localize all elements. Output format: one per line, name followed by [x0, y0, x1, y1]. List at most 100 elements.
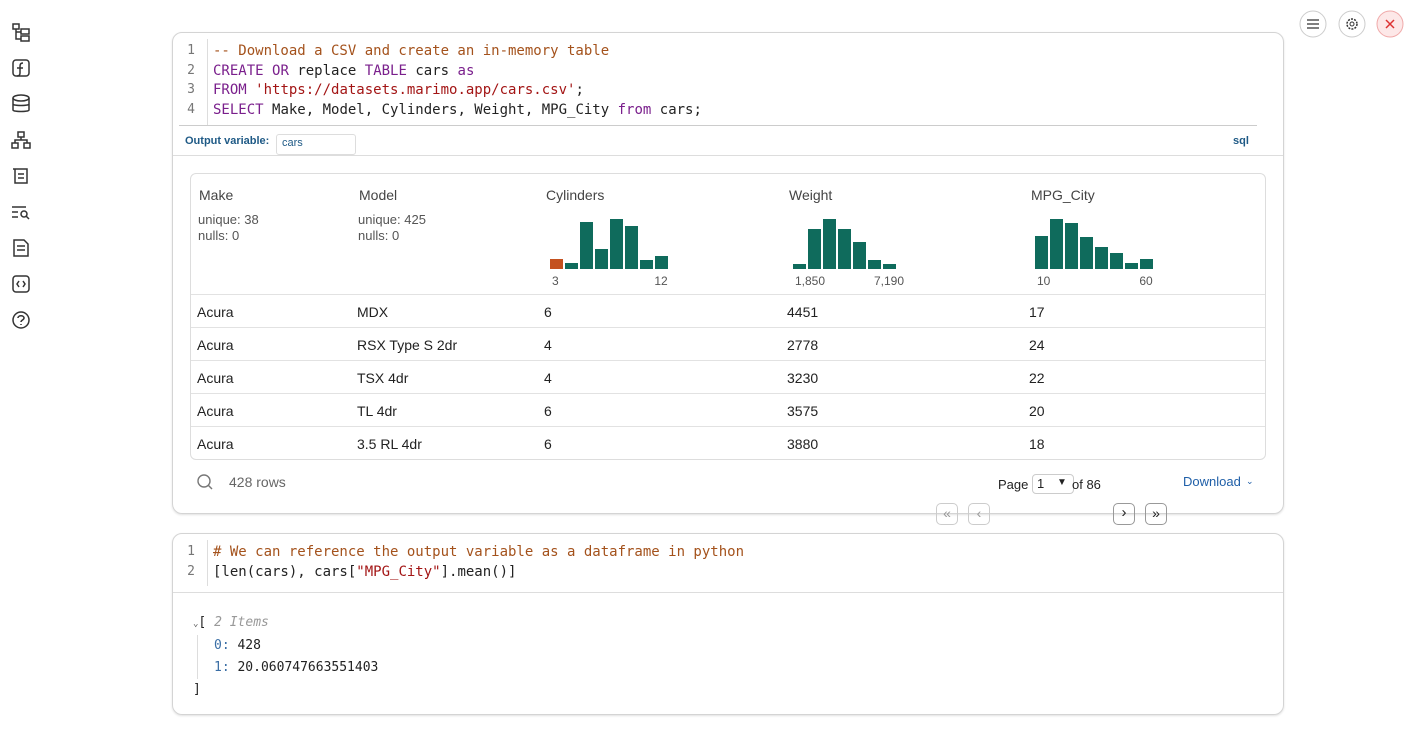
line-number: 2: [185, 562, 195, 582]
code-text: cars;: [660, 102, 702, 118]
table-row: AcuraRSX Type S 2dr4277824: [191, 327, 1265, 360]
table-cell: Acura: [197, 304, 234, 320]
column-stat: unique: 38: [198, 212, 259, 228]
histogram-bar: [1035, 236, 1048, 269]
item-value: 428: [237, 638, 260, 653]
output-variable-input[interactable]: cars: [276, 134, 356, 155]
histogram-bar: [1140, 259, 1153, 269]
column-header: Cylinders: [546, 187, 604, 203]
histogram-bar: [808, 229, 821, 269]
page-label: Page: [998, 477, 1028, 492]
code-editor[interactable]: # We can reference the output variable a…: [213, 543, 744, 582]
table-cell: 18: [1029, 436, 1045, 452]
table-cell: 6: [544, 403, 552, 419]
icon-docs[interactable]: [14, 240, 28, 256]
table-row: AcuraTSX 4dr4323022: [191, 360, 1265, 393]
table-cell: 3.5 RL 4dr: [357, 436, 422, 452]
table-cell: TSX 4dr: [357, 370, 408, 386]
histogram-bar: [640, 260, 653, 269]
histogram-bar: [823, 219, 836, 269]
keyword: TABLE: [365, 63, 407, 79]
histogram-axis-label: 12: [646, 273, 676, 289]
table-row: AcuraMDX6445117: [191, 294, 1265, 327]
settings-button[interactable]: [1339, 11, 1365, 37]
item-key: 0:: [214, 638, 230, 653]
keyword: from: [618, 102, 652, 118]
icon-snippets[interactable]: [13, 276, 29, 292]
item-count: 2 Items: [214, 615, 269, 630]
histogram-bar: [853, 242, 866, 269]
table-cell: Acura: [197, 436, 234, 452]
icon-datasources[interactable]: [13, 95, 29, 112]
column-stat: nulls: 0: [358, 228, 399, 244]
sql-cell: 1234 -- Download a CSV and create an in-…: [172, 32, 1284, 514]
code-editor[interactable]: -- Download a CSV and create an in-memor…: [213, 42, 702, 121]
item-value: 20.060747663551403: [237, 660, 378, 675]
table-cell: 24: [1029, 337, 1045, 353]
icon-search[interactable]: [12, 207, 29, 219]
icon-files[interactable]: [13, 24, 29, 41]
icon-functions[interactable]: [13, 60, 29, 76]
string: "MPG_City": [356, 564, 440, 580]
page-total: of 86: [1072, 477, 1101, 492]
keyword: as: [458, 63, 475, 79]
histogram-axis-label: 60: [1131, 273, 1161, 289]
top-buttons: [1296, 8, 1408, 42]
histogram-bar: [1080, 237, 1093, 269]
language-toggle[interactable]: sql: [1233, 135, 1249, 147]
table-cell: 22: [1029, 370, 1045, 386]
string: 'https://datasets.marimo.app/cars.csv': [255, 82, 575, 98]
histogram-bar: [1110, 253, 1123, 269]
table-cell: 3575: [787, 403, 818, 419]
histogram-bar: [655, 256, 668, 269]
download-button[interactable]: Download: [1183, 474, 1241, 489]
histogram-bar: [1095, 247, 1108, 269]
histogram-bar: [580, 222, 593, 269]
bracket: [: [198, 615, 206, 630]
histogram-bar: [625, 226, 638, 269]
code-text: [len(cars), cars[: [213, 564, 356, 580]
histogram-bar: [793, 264, 806, 269]
column-header: Model: [359, 187, 397, 203]
first-page-button[interactable]: «: [936, 503, 958, 525]
icon-dependencies[interactable]: [12, 132, 30, 148]
json-output: ⌄[ 2 Items 0: 4281: 20.060747663551403 ]: [193, 612, 378, 701]
histogram-axis-label: 10: [1037, 273, 1050, 289]
table-cell: Acura: [197, 370, 234, 386]
table-cell: TL 4dr: [357, 403, 397, 419]
output-variable-label: Output variable:: [185, 135, 269, 147]
icon-outline[interactable]: [13, 169, 27, 183]
table-cell: 4: [544, 370, 552, 386]
column-header: MPG_City: [1031, 187, 1095, 203]
table-cell: MDX: [357, 304, 388, 320]
column-stat: unique: 425: [358, 212, 426, 228]
histogram-bar: [838, 229, 851, 269]
search-icon[interactable]: [195, 473, 215, 493]
histogram: [793, 217, 898, 269]
icon-help[interactable]: [13, 312, 29, 328]
histogram-bar: [610, 219, 623, 269]
histogram-bar: [1050, 219, 1063, 269]
histogram-bar: [550, 259, 563, 269]
keyword: FROM: [213, 82, 247, 98]
column-header: Weight: [789, 187, 832, 203]
last-page-button[interactable]: »: [1145, 503, 1167, 525]
prev-page-button[interactable]: ‹: [968, 503, 990, 525]
page-select[interactable]: 1: [1032, 474, 1074, 494]
download-caret: ⌄: [1246, 476, 1254, 487]
next-page-button[interactable]: ›: [1113, 503, 1135, 525]
histogram-axis-label: 3: [552, 273, 559, 289]
histogram: [1035, 217, 1155, 269]
keyword: OR: [272, 63, 289, 79]
column-stat: nulls: 0: [198, 228, 239, 244]
line-number: 3: [185, 80, 195, 100]
code-text: replace: [297, 63, 356, 79]
histogram-bar: [868, 260, 881, 269]
table-cell: 4451: [787, 304, 818, 320]
line-number: 2: [185, 61, 195, 81]
code-text: cars: [415, 63, 449, 79]
code-text: ].mean()]: [441, 564, 517, 580]
data-table: Makeunique: 38nulls: 0Modelunique: 425nu…: [190, 173, 1266, 460]
histogram: [550, 217, 670, 269]
sidebar: [0, 0, 44, 340]
